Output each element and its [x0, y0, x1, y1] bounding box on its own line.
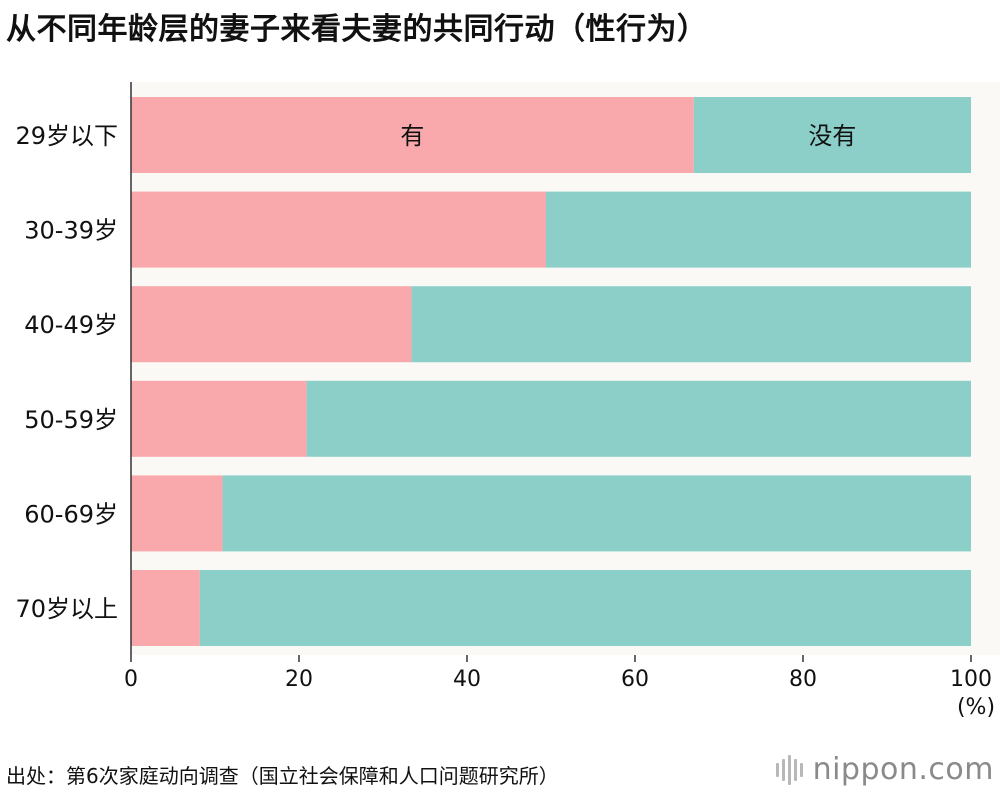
bar-segment-no — [693, 97, 971, 173]
bar-segment-yes — [131, 286, 412, 363]
x-tick-label: 20 — [285, 667, 313, 692]
legend-label-yes: 有 — [400, 122, 424, 150]
brand-name: nippon.com — [812, 752, 994, 787]
bar-segment-yes — [131, 475, 223, 552]
bar-segment-no — [411, 286, 971, 363]
x-tick-label: 60 — [621, 667, 649, 692]
bar-segment-yes — [131, 570, 200, 646]
x-unit-label: (%) — [957, 695, 995, 720]
bar-segment-yes — [131, 97, 694, 173]
legend-label-no: 没有 — [808, 122, 856, 150]
plot-background — [131, 82, 1000, 655]
category-label: 60-69岁 — [24, 500, 118, 528]
page-title: 从不同年龄层的妻子来看夫妻的共同行动（性行为） — [6, 12, 708, 47]
bar-segment-no — [306, 380, 971, 457]
bar-segment-yes — [131, 191, 546, 268]
source-note: 出处：第6次家庭动向调查（国立社会保障和人口问题研究所） — [6, 764, 559, 788]
category-label: 29岁以下 — [15, 122, 118, 150]
category-label: 30-39岁 — [24, 217, 118, 245]
x-tick-label: 100 — [950, 667, 992, 692]
bar-segment-no — [545, 191, 971, 268]
bar-segment-no — [222, 475, 971, 552]
brand-logo: nippon.com — [775, 752, 994, 787]
bar-segment-yes — [131, 380, 307, 457]
nippon-logo-icon — [775, 754, 803, 785]
x-tick-label: 0 — [124, 667, 138, 692]
bar-segment-no — [199, 570, 971, 646]
bar-chart: 29岁以下 30-39岁 40-49岁 50-59岁 60-69岁 70岁以上 有 没有 0 20… — [15, 82, 995, 720]
category-label: 70岁以上 — [15, 595, 118, 623]
x-tick-label: 80 — [789, 667, 817, 692]
x-tick-label: 40 — [453, 667, 481, 692]
category-label: 50-59岁 — [24, 406, 118, 434]
category-label: 40-49岁 — [24, 311, 118, 339]
